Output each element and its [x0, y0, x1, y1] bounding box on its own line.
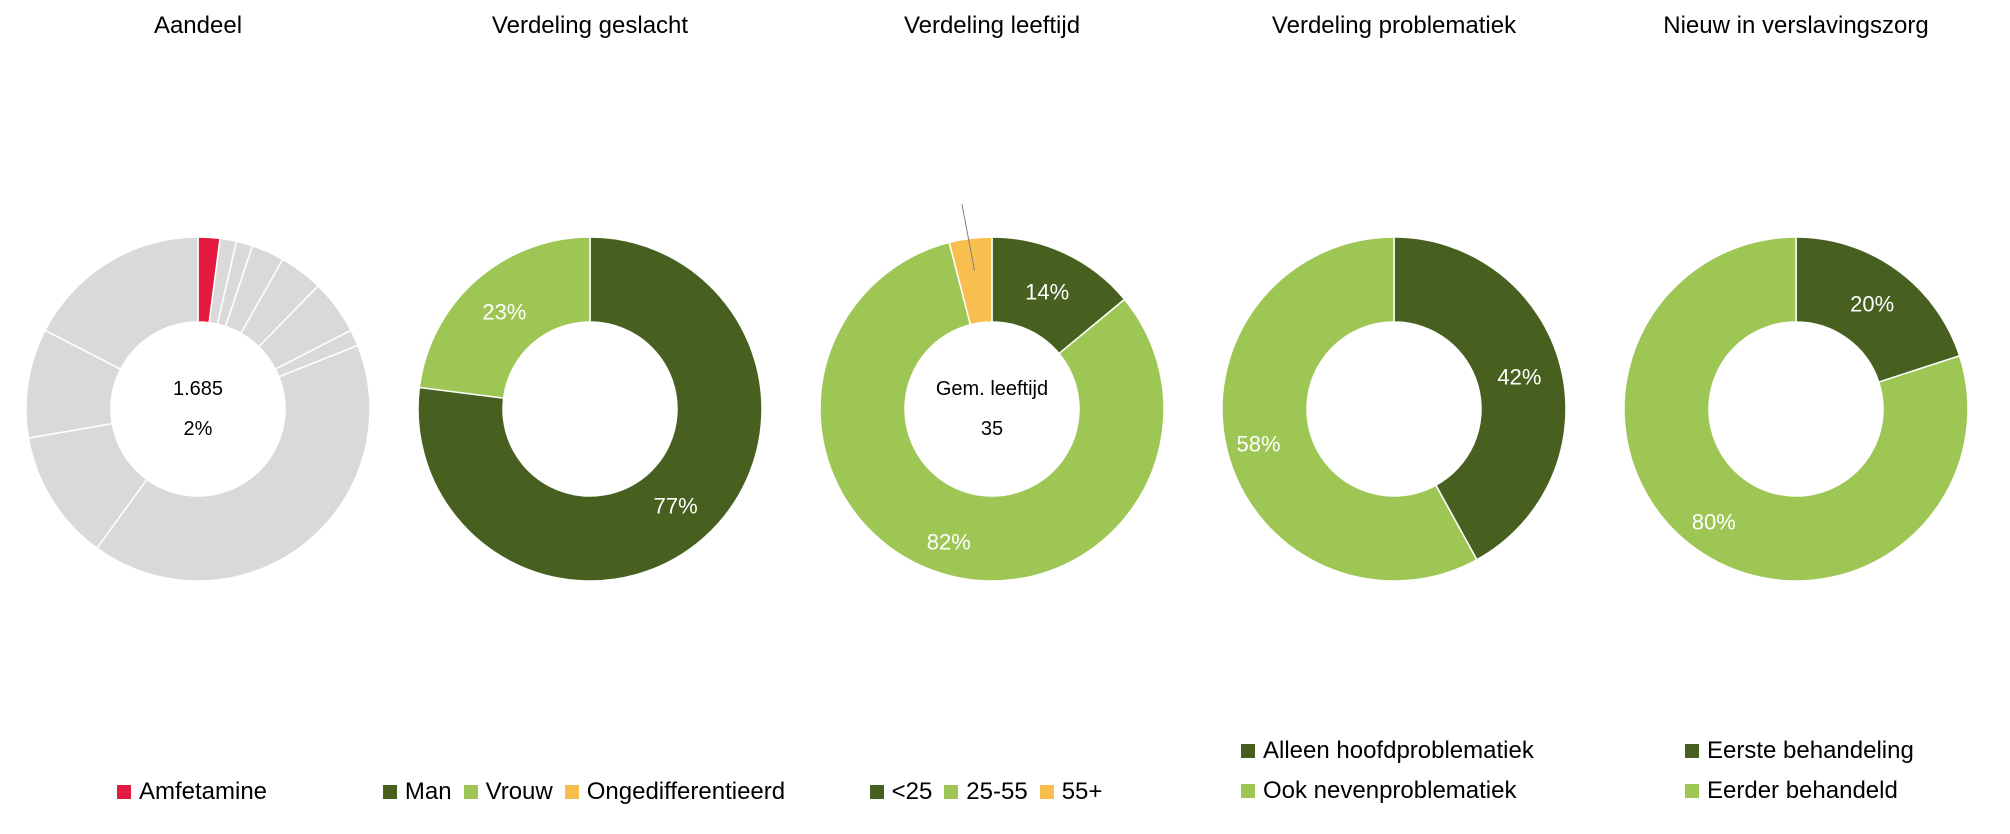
- legend-item-55-plus: 55+: [1039, 778, 1103, 806]
- legend-label: Man: [404, 778, 452, 805]
- data-label: 77%: [654, 494, 698, 519]
- donut-chart-aandeel: 1.685 2%: [25, 236, 371, 582]
- data-label: 4%: [940, 200, 972, 203]
- legend-label: Eerste behandeling: [1707, 737, 1914, 764]
- donut-chart-geslacht: 77% 23%: [417, 236, 763, 582]
- legend-swatch: [1241, 744, 1255, 758]
- data-label: 58%: [1237, 431, 1281, 456]
- legend-swatch: [382, 785, 397, 799]
- legend-item-alleen-hoofdproblematiek: Alleen hoofdproblematiek: [1241, 737, 1534, 765]
- legend-row: Eerste behandeling: [1685, 731, 2010, 771]
- legend-label: 25-55: [966, 778, 1028, 805]
- slice-2: [948, 236, 993, 326]
- legend-swatch: [1241, 784, 1255, 798]
- slice-0: [1393, 236, 1567, 561]
- center-label: 35: [981, 418, 1003, 440]
- legend-swatch: [1685, 744, 1699, 758]
- chart-panel-nieuw: Nieuw in verslavingszorg 20% 80% Eerste b…: [1595, 0, 1997, 834]
- legend-label: Alleen hoofdproblematiek: [1263, 737, 1534, 764]
- legend-item-amfetamine: Amfetamine: [116, 778, 268, 806]
- legend-item-25-55: 25-55: [944, 778, 1028, 806]
- donut-chart-nieuw: 20% 80%: [1623, 236, 1969, 582]
- legend-label: Ook nevenproblematiek: [1263, 777, 1517, 804]
- donut-chart-leeftijd: 14% 82% 4% Gem. leeftijd 35: [819, 200, 1165, 582]
- legend-item-eerder-behandeld: Eerder behandeld: [1685, 777, 1898, 805]
- legend-row: <25 25-55 55+: [791, 772, 1193, 812]
- chart-title: Nieuw in verslavingszorg: [1663, 12, 1929, 39]
- legend: Alleen hoofdproblematiek Ook nevenproble…: [1241, 731, 1643, 811]
- legend-swatch: [869, 785, 884, 799]
- slice-0: [417, 236, 763, 582]
- legend-item-ongedifferentieerd: Ongedifferentieerd: [564, 778, 786, 806]
- chart-title: Verdeling geslacht: [491, 12, 689, 39]
- legend: Eerste behandeling Eerder behandeld: [1685, 731, 2010, 811]
- data-label: 82%: [927, 530, 971, 555]
- chart-panel-leeftijd: Verdeling leeftijd 14% 82% 4% Gem. leeftijd…: [791, 0, 1193, 834]
- slice-1: [819, 241, 1165, 582]
- legend: Man Vrouw Ongedifferentieerd: [382, 772, 791, 812]
- legend-label: <25: [891, 778, 933, 805]
- legend-swatch: [463, 785, 478, 799]
- legend-item-ook-nevenproblematiek: Ook nevenproblematiek: [1241, 777, 1516, 805]
- legend-swatch: [1685, 784, 1699, 798]
- chart-title: Verdeling leeftijd: [903, 12, 1081, 39]
- data-label: 80%: [1692, 510, 1736, 535]
- legend-label: Eerder behandeld: [1707, 777, 1898, 804]
- data-label: 20%: [1850, 292, 1894, 317]
- legend-swatch: [564, 785, 579, 799]
- chart-panel-aandeel: Aandeel 1.685 2% Amfetamine: [0, 0, 399, 834]
- legend-label: 55+: [1061, 778, 1103, 805]
- data-label: 42%: [1497, 364, 1541, 389]
- slice-0: [1795, 236, 1961, 384]
- legend-label: Vrouw: [485, 778, 553, 805]
- legend-item-man: Man: [382, 778, 452, 806]
- slice-1: [1623, 236, 1969, 582]
- legend-row: Ook nevenproblematiek: [1241, 771, 1643, 811]
- legend-swatch: [944, 785, 959, 799]
- chart-title: Verdeling problematiek: [1271, 12, 1517, 39]
- legend-item-vrouw: Vrouw: [463, 778, 553, 806]
- legend-label: Amfetamine: [138, 778, 268, 805]
- chart-panel-geslacht: Verdeling geslacht 77% 23% Man Vrouw Onge…: [382, 0, 791, 834]
- slice-10: [44, 236, 199, 371]
- slice-1: [1221, 236, 1478, 582]
- legend-item-under-25: <25: [869, 778, 933, 806]
- legend-row: Alleen hoofdproblematiek: [1241, 731, 1643, 771]
- legend-label: Ongedifferentieerd: [586, 778, 786, 805]
- leader-line: [961, 204, 976, 271]
- legend-item-eerste-behandeling: Eerste behandeling: [1685, 737, 1914, 765]
- chart-panel-problematiek: Verdeling problematiek 42% 58% Alleen hoo…: [1193, 0, 1595, 834]
- legend-swatch: [116, 785, 131, 799]
- slice-1: [418, 236, 591, 399]
- legend-swatch: [1039, 785, 1054, 799]
- chart-title: Aandeel: [153, 12, 243, 39]
- legend: Amfetamine: [0, 772, 399, 812]
- legend-row: Man Vrouw Ongedifferentieerd: [382, 772, 791, 812]
- legend-row: Amfetamine: [0, 772, 399, 812]
- donut-chart-problematiek: 42% 58%: [1221, 236, 1567, 582]
- center-label: Gem. leeftijd: [936, 378, 1048, 400]
- legend-row: Eerder behandeld: [1685, 771, 2010, 811]
- data-label: 23%: [482, 299, 526, 324]
- legend: <25 25-55 55+: [791, 772, 1193, 812]
- data-label: 14%: [1025, 279, 1069, 304]
- center-label: 1.685: [173, 378, 223, 400]
- slice-7: [95, 344, 371, 582]
- center-label: 2%: [184, 418, 213, 440]
